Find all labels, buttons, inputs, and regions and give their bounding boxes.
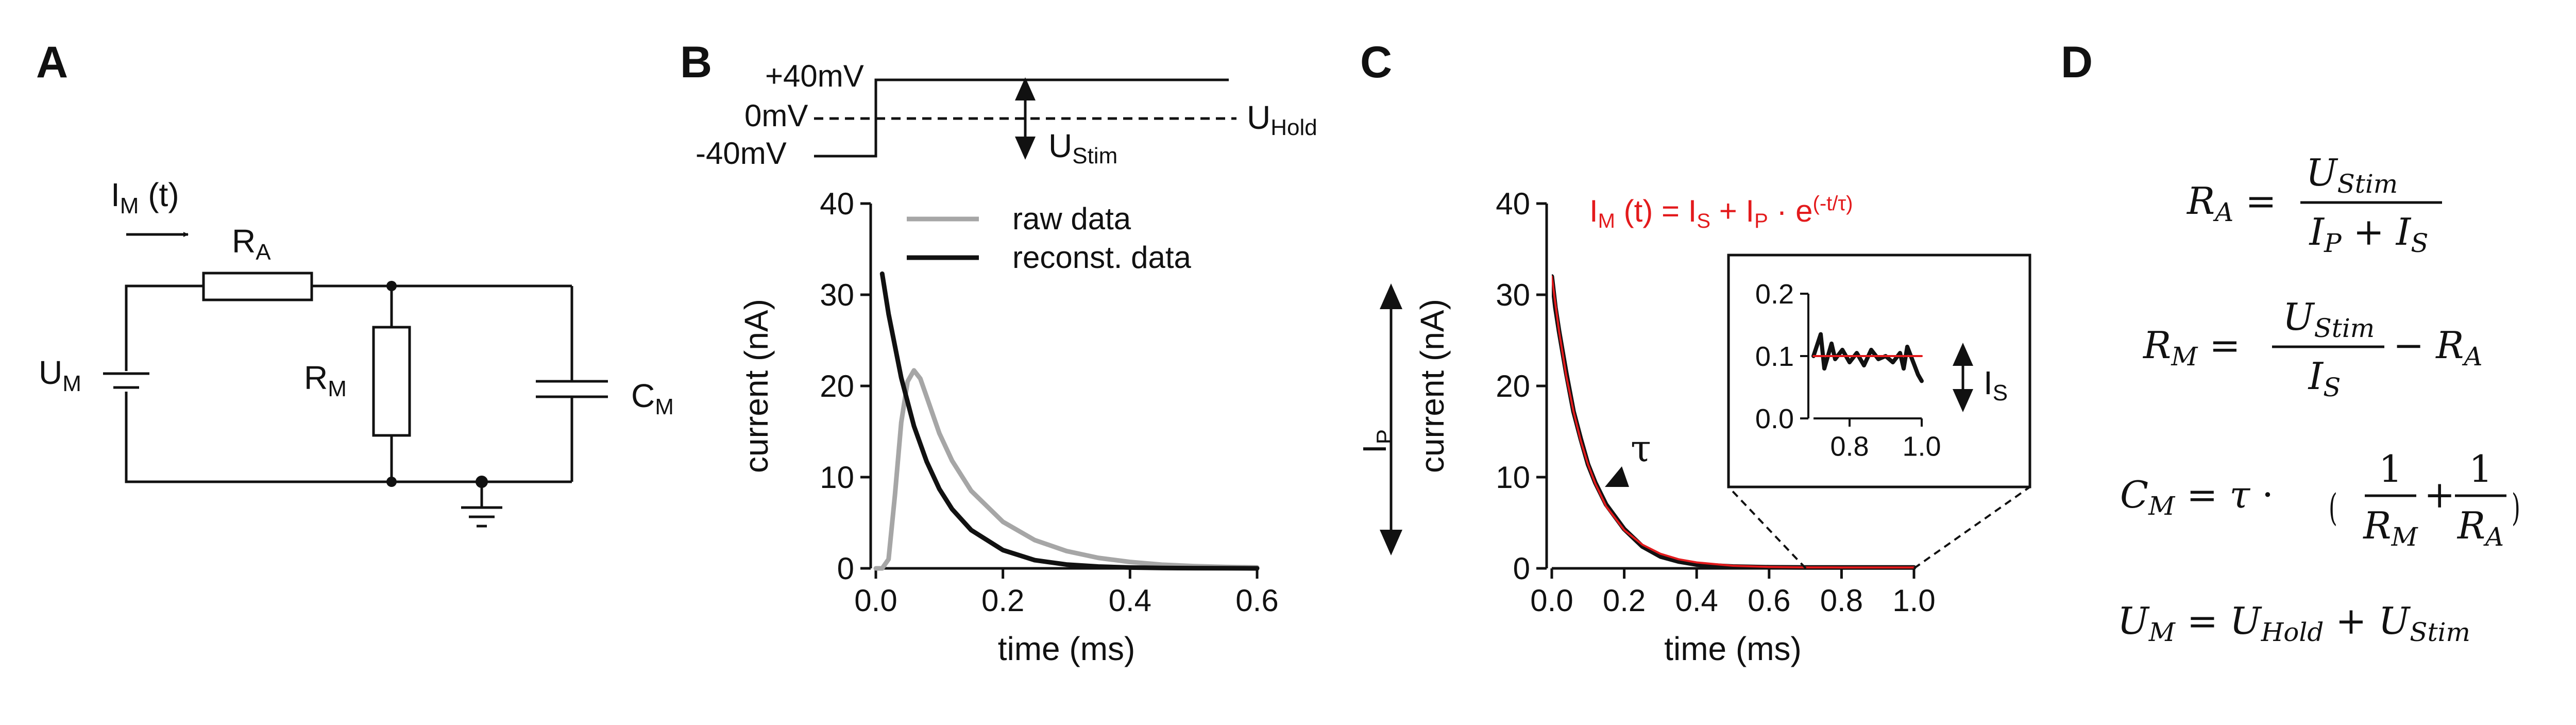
chart-b: 0 10 20 30 40 0.0 0.2 0.4 0.6 time (ms) current (n… [738, 187, 1279, 667]
legend-label-raw: raw data [1012, 201, 1131, 236]
paren-left: ( [2329, 487, 2337, 530]
svg-text:UStim: UStim [2306, 151, 2398, 199]
chart-b-legend: raw data reconst. data [907, 201, 1192, 275]
inset-y-tick-label: 0.2 [1755, 279, 1794, 310]
label-ra: RA [232, 223, 271, 265]
v-high-label: +40mV [765, 59, 864, 93]
chart-c-y-axis-label: current (nA) [1414, 299, 1451, 473]
inset-y-tick-label: 0.1 [1755, 341, 1794, 372]
resistor-rm [372, 326, 411, 437]
tau-arrow-icon [1605, 466, 1629, 487]
svg-text:UM = UHold + UStim: UM = UHold + UStim [2117, 599, 2470, 647]
inset-x-tick-label: 1.0 [1902, 431, 1941, 462]
voltage-protocol: +40mV 0mV -40mV UStim UHold [696, 59, 1317, 171]
chart-c-x-tick-label: 1.0 [1892, 583, 1935, 618]
equation-um: UM = UHold + UStim [2117, 599, 2470, 647]
resistor-ra [202, 272, 313, 301]
svg-text:IS: IS [2308, 355, 2341, 402]
panel-label-c: C [1360, 38, 1392, 87]
chart-b-y-tick-label: 30 [820, 278, 854, 312]
fit-formula: IM (t) = IS + IP · e(-t/τ) [1589, 192, 1853, 232]
panel-label-a: A [36, 38, 68, 87]
chart-b-y-tick-label: 10 [820, 460, 854, 495]
equations: RA = UStim IP + IS RM = UStim IS − RA CM… [2117, 151, 2520, 647]
ip-label: IP [1356, 429, 1397, 453]
chart-b-x-tick-label: 0.6 [1235, 583, 1278, 618]
chart-b-y-tick-label: 20 [820, 369, 854, 403]
is-arrow-up-icon [1953, 343, 1973, 366]
svg-text:RA: RA [2456, 504, 2504, 552]
wire-left-top [125, 284, 204, 433]
chart-c-y-tick-label: 40 [1496, 187, 1530, 221]
equation-rm: RM = UStim IS − RA [2142, 295, 2483, 402]
wire-bottom [125, 392, 572, 483]
v-zero-label: 0mV [744, 98, 808, 133]
chart-b-series-reconst-data [879, 271, 1260, 571]
legend-label-reconst: reconst. data [1012, 240, 1192, 275]
inset-frame [1727, 254, 2031, 488]
svg-text:1: 1 [2379, 447, 2402, 491]
label-um: UM [39, 354, 81, 396]
ustim-arrow-down-icon [1015, 137, 1036, 160]
svg-text:RM =: RM = [2142, 324, 2241, 372]
ustim-label: UStim [1048, 127, 1117, 168]
svg-text:+: + [2424, 473, 2455, 516]
v-low-label: -40mV [696, 136, 787, 171]
tau-label: τ [1631, 427, 1651, 470]
circuit-diagram: IM (t) RA RM CM UM [39, 176, 674, 528]
junction-node-top [386, 281, 397, 291]
label-cm: CM [631, 377, 674, 419]
chart-b-y-axis-label: current (nA) [738, 299, 775, 473]
chart-c-y-tick-label: 30 [1496, 278, 1530, 312]
ground-node [476, 476, 488, 488]
ip-arrow-down-icon [1380, 530, 1402, 555]
chart-c-y-tick-label: 20 [1496, 369, 1530, 403]
svg-text:UStim: UStim [2283, 295, 2375, 343]
is-label: IS [1984, 364, 2008, 406]
is-arrow: IS [1953, 343, 2008, 412]
ustim-arrow-up-icon [1015, 77, 1036, 100]
panel-label-d: D [2061, 38, 2093, 87]
inset-series-data [1811, 332, 1924, 383]
is-arrow-down-icon [1953, 389, 1973, 412]
label-current: IM (t) [111, 176, 179, 218]
chart-c-x-tick-label: 0.4 [1675, 583, 1718, 618]
ip-arrow: IP [1356, 283, 1402, 555]
chart-c-x-tick-label: 0.2 [1603, 583, 1646, 618]
inset-y-tick-label: 0.0 [1755, 403, 1794, 434]
zoom-line-left [1727, 486, 1807, 569]
chart-c-x-axis-label: time (ms) [1664, 630, 1802, 667]
chart-b-x-tick-label: 0.2 [981, 583, 1024, 618]
uhold-label: UHold [1247, 99, 1317, 140]
chart-b-x-tick-label: 0.4 [1109, 583, 1151, 618]
chart-c-x-tick-label: 0.8 [1820, 583, 1863, 618]
junction-node-bottom [386, 477, 397, 487]
chart-b-y-tick-label: 0 [837, 551, 854, 586]
chart-b-y-tick-label: 40 [820, 187, 854, 221]
chart-c-y-tick-label: 10 [1496, 460, 1530, 495]
chart-b-x-axis-label: time (ms) [998, 630, 1136, 667]
ip-arrow-up-icon [1380, 283, 1402, 309]
svg-text:1: 1 [2469, 447, 2493, 491]
svg-text:CM = τ ·: CM = τ · [2120, 473, 2274, 521]
chart-b-series-raw-data [873, 368, 1260, 571]
chart-c: 0 10 20 30 40 0.0 0.2 0.4 0.6 0.8 1.0 time (ms) curr… [1356, 187, 2031, 667]
label-rm: RM [304, 359, 347, 401]
svg-text:RA =: RA = [2186, 179, 2277, 227]
svg-text:− RA: − RA [2393, 324, 2483, 372]
chart-c-y-tick-label: 0 [1513, 551, 1530, 586]
inset-x-tick-label: 0.8 [1830, 431, 1869, 462]
chart-c-x-tick-label: 0.6 [1748, 583, 1790, 618]
chart-b-x-tick-label: 0.0 [854, 583, 897, 618]
svg-text:IP + IS: IP + IS [2309, 210, 2429, 258]
equation-ra: RA = UStim IP + IS [2186, 151, 2442, 258]
panel-label-b: B [680, 38, 712, 87]
paren-right: ) [2512, 487, 2520, 530]
equation-cm: CM = τ · ( 1 RM + 1 RA ) [2120, 447, 2520, 552]
chart-c-x-tick-label: 0.0 [1530, 583, 1573, 618]
zoom-line-right [1913, 486, 2031, 569]
svg-text:RM: RM [2362, 504, 2418, 552]
